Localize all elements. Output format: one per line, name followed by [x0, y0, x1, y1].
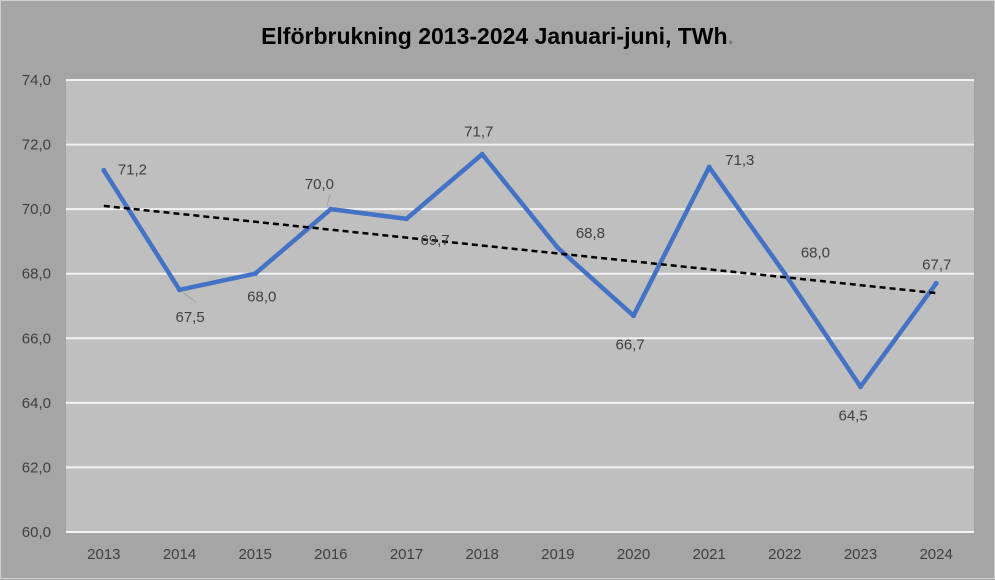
data-point	[404, 216, 409, 222]
data-point	[479, 151, 485, 157]
y-tick-label: 66,0	[22, 330, 51, 347]
y-tick-label: 62,0	[22, 459, 51, 476]
data-label: 70,0	[305, 176, 334, 193]
data-label: 68,0	[801, 245, 830, 262]
data-label: 71,3	[725, 152, 754, 169]
data-label: 67,7	[922, 256, 951, 273]
data-label: 67,5	[176, 309, 205, 326]
y-tick-label: 68,0	[22, 266, 51, 283]
data-point	[706, 164, 712, 170]
data-point	[177, 287, 182, 293]
data-point	[252, 271, 258, 277]
chart-title-text: Elförbrukning 2013-2024 Januari-juni, TW…	[261, 23, 728, 49]
data-label: 68,0	[247, 289, 276, 306]
x-tick-label: 2017	[390, 546, 423, 563]
y-tick-label: 74,0	[22, 72, 51, 89]
series-line	[101, 152, 938, 389]
leader-line	[183, 292, 196, 303]
x-tick-label: 2018	[465, 546, 498, 563]
y-tick-label: 72,0	[22, 137, 51, 154]
x-tick-label: 2013	[87, 546, 120, 563]
x-tick-label: 2019	[541, 546, 574, 563]
y-tick-label: 70,0	[22, 201, 51, 218]
data-point	[101, 167, 107, 173]
data-label: 64,5	[839, 408, 868, 425]
data-point	[328, 206, 334, 212]
data-label: 66,7	[616, 337, 645, 354]
x-tick-label: 2024	[919, 546, 952, 563]
data-point	[933, 280, 939, 286]
data-point	[858, 384, 863, 390]
x-tick-label: 2016	[314, 546, 347, 563]
x-tick-label: 2020	[617, 546, 650, 563]
chart-title: Elförbrukning 2013-2024 Januari-juni, TW…	[1, 23, 994, 50]
y-tick-label: 64,0	[22, 395, 51, 412]
y-tick-label: 60,0	[22, 524, 51, 541]
chart-title-suffix: .	[727, 23, 734, 49]
plot-area	[66, 80, 974, 532]
data-label: 71,7	[464, 123, 493, 140]
x-tick-label: 2021	[692, 546, 725, 563]
data-point	[631, 313, 636, 319]
data-point	[782, 271, 788, 277]
data-label: 71,2	[118, 161, 147, 178]
x-tick-label: 2014	[163, 546, 196, 563]
leader-line	[326, 195, 331, 207]
x-tick-label: 2023	[844, 546, 877, 563]
x-tick-label: 2022	[768, 546, 801, 563]
data-point	[555, 245, 561, 251]
data-label: 68,8	[576, 225, 605, 242]
x-tick-label: 2015	[238, 546, 271, 563]
data-label: 69,7	[421, 232, 450, 249]
